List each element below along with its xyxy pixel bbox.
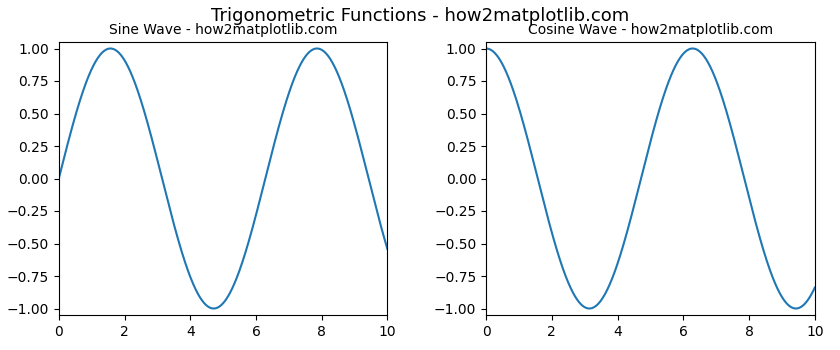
Text: Trigonometric Functions - how2matplotlib.com: Trigonometric Functions - how2matplotlib… [211,7,629,25]
Title: Cosine Wave - how2matplotlib.com: Cosine Wave - how2matplotlib.com [528,23,773,37]
Title: Sine Wave - how2matplotlib.com: Sine Wave - how2matplotlib.com [109,23,338,37]
